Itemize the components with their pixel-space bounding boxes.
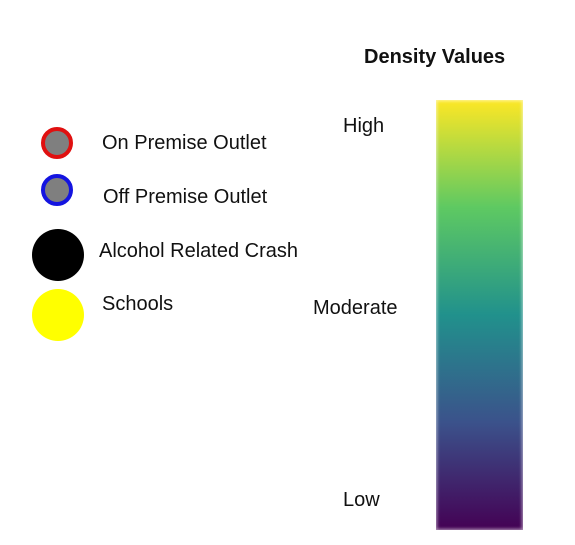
on-premise-outlet-marker-icon [41,127,73,159]
density-scale-title: Density Values [364,46,506,68]
off-premise-outlet-marker-icon [41,174,73,206]
scale-label-low: Low [343,489,380,511]
legend-item-schools: Schools [0,286,330,346]
scale-label-moderate: Moderate [313,297,398,319]
school-marker-icon [32,289,84,341]
scale-label-high: High [343,115,385,137]
legend-label: On Premise Outlet [102,132,267,154]
density-gradient-bar [436,100,523,530]
legend-item-off-premise-outlet: Off Premise Outlet [0,169,330,229]
legend-item-alcohol-related-crash: Alcohol Related Crash [0,225,330,285]
legend-item-on-premise-outlet: On Premise Outlet [0,115,330,175]
alcohol-crash-marker-icon [32,229,84,281]
legend-label: Alcohol Related Crash [99,240,298,262]
legend-label: Off Premise Outlet [103,186,268,208]
legend-label: Schools [102,293,174,315]
